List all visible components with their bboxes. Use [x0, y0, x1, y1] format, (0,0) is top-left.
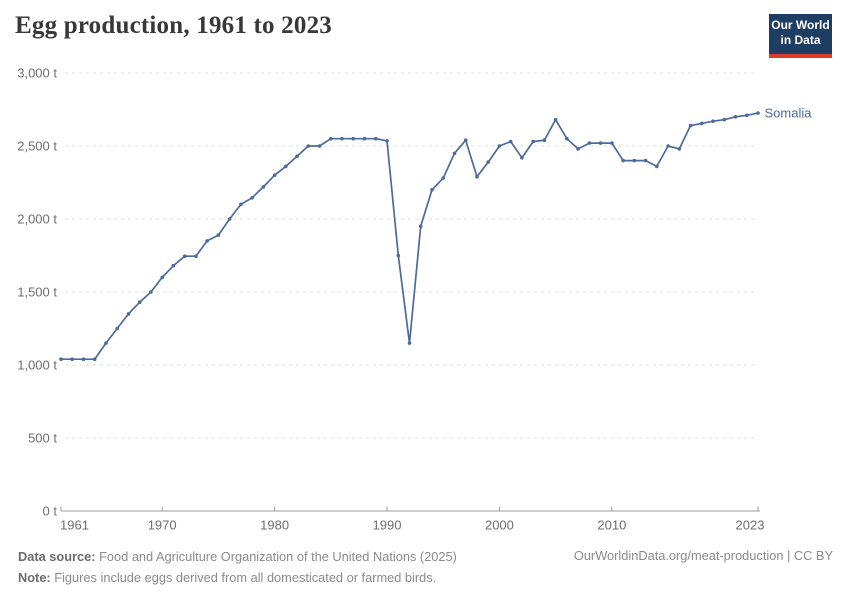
note-line: Note: Figures include eggs derived from …	[18, 567, 457, 588]
footer-link[interactable]: OurWorldinData.org/meat-production | CC …	[573, 548, 833, 563]
owid-logo-line1: Our World	[771, 18, 830, 32]
svg-text:2000: 2000	[485, 518, 514, 533]
x-axis: 1961 1970 1980 1990 2000 2010 2023	[60, 506, 765, 533]
note-label: Note:	[18, 570, 51, 585]
svg-text:2023: 2023	[736, 518, 765, 533]
svg-text:1961: 1961	[60, 518, 89, 533]
svg-text:2,000 t: 2,000 t	[17, 212, 57, 227]
data-source-line: Data source: Food and Agriculture Organi…	[18, 546, 457, 567]
data-source-text: Food and Agriculture Organization of the…	[99, 549, 457, 564]
data-points	[59, 111, 760, 362]
svg-text:500 t: 500 t	[28, 431, 57, 446]
svg-text:1,000 t: 1,000 t	[17, 358, 57, 373]
data-line	[60, 112, 759, 361]
owid-logo: Our World in Data	[769, 14, 832, 58]
svg-text:1970: 1970	[148, 518, 177, 533]
y-axis: 0 t 500 t 1,000 t 1,500 t 2,000 t 2,500 t 3,00…	[17, 66, 756, 519]
owid-logo-line2: in Data	[780, 33, 821, 47]
svg-text:1990: 1990	[373, 518, 402, 533]
note-text: Figures include eggs derived from all do…	[54, 570, 437, 585]
page-title: Egg production, 1961 to 2023	[15, 12, 332, 39]
svg-text:0 t: 0 t	[43, 504, 58, 519]
svg-text:3,000 t: 3,000 t	[17, 66, 57, 81]
svg-text:1,500 t: 1,500 t	[17, 285, 57, 300]
svg-text:2010: 2010	[597, 518, 626, 533]
footer-notes: Data source: Food and Agriculture Organi…	[18, 546, 457, 588]
data-source-label: Data source:	[18, 549, 96, 564]
svg-text:1980: 1980	[260, 518, 289, 533]
series-label: Somalia	[765, 106, 813, 121]
svg-text:2,500 t: 2,500 t	[17, 139, 57, 154]
line-chart: 0 t 500 t 1,000 t 1,500 t 2,000 t 2,500 t 3,00…	[17, 66, 813, 533]
